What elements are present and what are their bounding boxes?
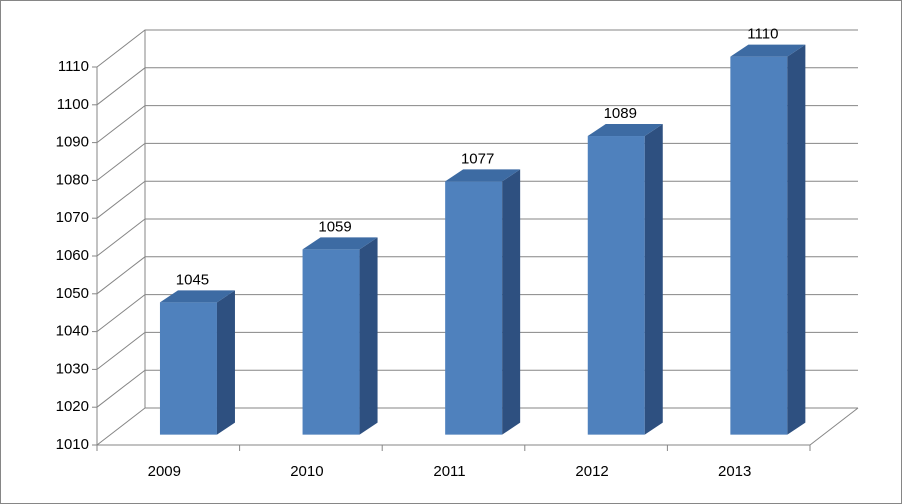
bar-top [730, 44, 806, 57]
bar-side [787, 44, 806, 435]
y-tick-label: 1040 [56, 323, 89, 340]
y-tick-label: 1100 [57, 96, 89, 113]
bar-side [216, 290, 235, 435]
bar-side [644, 124, 663, 435]
bar [445, 181, 503, 435]
data-label: 1077 [461, 150, 494, 167]
y-tick-label: 1070 [56, 209, 89, 226]
bar [730, 56, 788, 435]
bar [587, 136, 645, 435]
data-label: 1059 [318, 218, 351, 235]
bar-side [502, 169, 521, 435]
y-tick-label: 1110 [58, 58, 89, 75]
bar [159, 302, 217, 435]
bar-top [445, 169, 521, 182]
bar [302, 249, 360, 435]
y-tick-label: 1090 [56, 134, 89, 151]
bar-top [302, 237, 378, 250]
y-tick-label: 1010 [56, 436, 89, 453]
x-tick-label: 2011 [433, 463, 465, 480]
bar-top [587, 124, 663, 137]
grid-line [96, 105, 858, 143]
data-label: 1110 [747, 26, 778, 43]
x-tick-label: 2012 [575, 463, 608, 480]
x-tick-label: 2013 [718, 463, 751, 480]
bar-top [159, 290, 235, 303]
data-label: 1089 [604, 105, 637, 122]
axis-line [809, 407, 859, 446]
y-tick-label: 1020 [56, 398, 89, 415]
grid-line [96, 29, 858, 68]
bar-side [359, 237, 378, 435]
data-label: 1045 [176, 271, 209, 288]
y-tick-label: 1030 [56, 360, 89, 377]
y-tick-label: 1080 [56, 171, 89, 188]
x-tick-label: 2009 [148, 463, 181, 480]
y-tick-label: 1060 [56, 247, 89, 264]
y-tick-label: 1050 [56, 285, 89, 302]
grid-line [96, 67, 858, 106]
x-tick-label: 2010 [290, 463, 323, 480]
